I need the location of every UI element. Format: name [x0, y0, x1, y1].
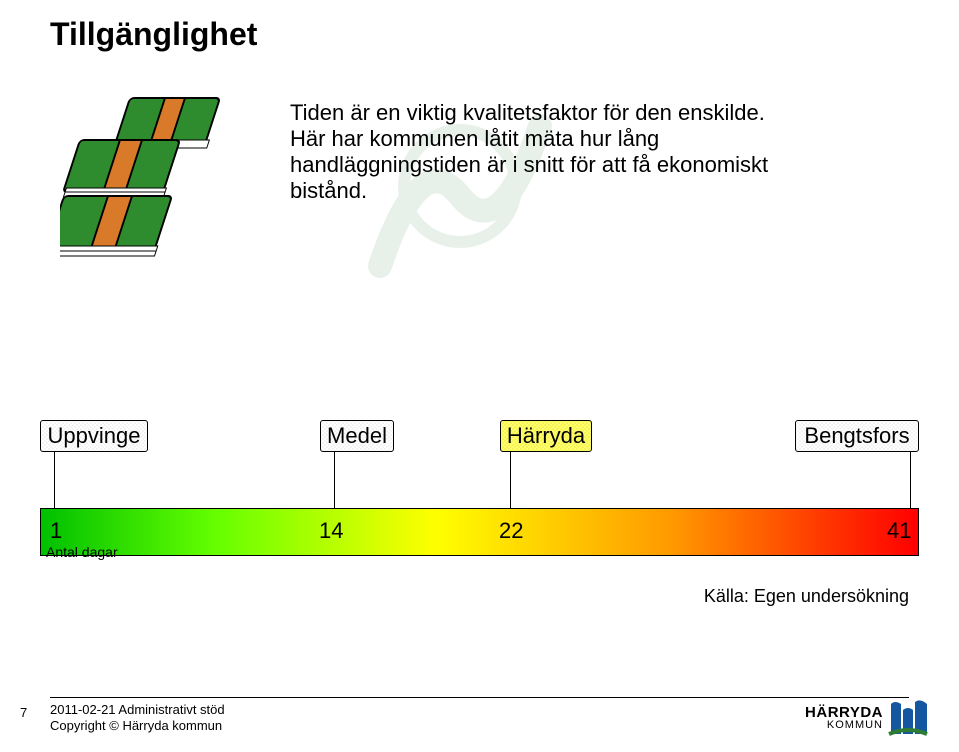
harryda-logo-icon: [887, 696, 929, 738]
connector: [910, 452, 911, 508]
footer: 2011-02-21 Administrativt stöd Copyright…: [50, 697, 909, 735]
value-22: 22: [499, 518, 523, 544]
connector: [334, 452, 335, 508]
footer-line1: 2011-02-21 Administrativt stöd: [50, 702, 909, 718]
gradient-bar: [40, 508, 919, 556]
connector: [510, 452, 511, 508]
connector: [54, 452, 55, 508]
footer-line2: Copyright © Härryda kommun: [50, 718, 909, 734]
body-paragraph: Tiden är en viktig kvalitetsfaktor för d…: [290, 100, 770, 204]
money-stack-icon: [60, 90, 250, 260]
label-harryda: Härryda: [500, 420, 592, 452]
label-medel: Medel: [320, 420, 394, 452]
axis-label: Antal dagar: [46, 544, 118, 560]
logo-name: HÄRRYDA: [805, 704, 883, 721]
label-bengtsfors: Bengtsfors: [795, 420, 919, 452]
value-14: 14: [319, 518, 343, 544]
page-number: 7: [20, 705, 27, 720]
chart-labels: Uppvinge Medel Härryda Bengtsfors: [40, 420, 919, 460]
label-uppvinge: Uppvinge: [40, 420, 148, 452]
source-text: Källa: Egen undersökning: [704, 586, 909, 607]
value-41: 41: [887, 518, 911, 544]
harryda-logo: HÄRRYDA KOMMUN: [805, 696, 929, 738]
page-title: Tillgänglighet: [50, 16, 257, 53]
value-1: 1: [50, 518, 62, 544]
